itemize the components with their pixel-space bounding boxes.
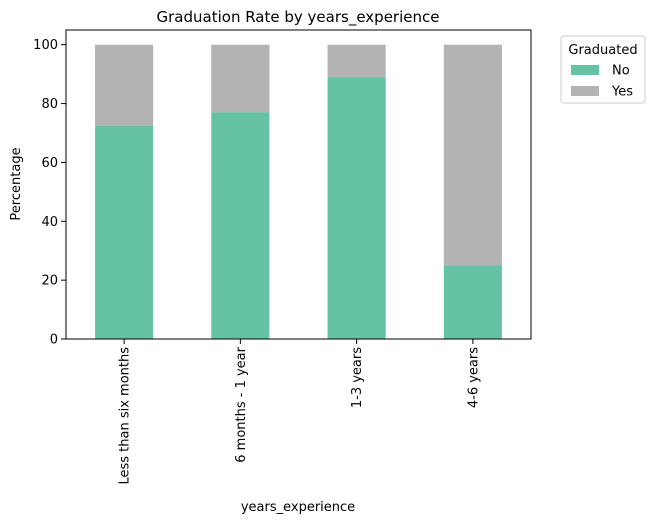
x-axis-label: years_experience (241, 500, 355, 515)
legend-title: Graduated (568, 43, 637, 58)
bar-layer (95, 44, 502, 340)
legend-label-yes: Yes (611, 85, 633, 100)
x-tick-label-2: 1-3 years (350, 347, 365, 408)
legend-entries: No Yes (571, 64, 633, 100)
x-tick-label-0: Less than six months (118, 347, 133, 485)
chart-title: Graduation Rate by years_experience (157, 8, 440, 27)
y-tick-label-2: 40 (41, 215, 58, 230)
y-axis: 0 20 40 60 80 100 (33, 38, 66, 348)
legend-swatch-no (571, 65, 599, 75)
legend-swatch-yes (571, 86, 599, 96)
y-axis-label: Percentage (9, 147, 24, 220)
x-tick-label-1: 6 months - 1 year (234, 346, 249, 462)
y-tick-label-5: 100 (33, 38, 58, 53)
legend: Graduated No Yes (560, 35, 646, 104)
bar-no-0 (95, 125, 154, 340)
bar-yes-3 (443, 44, 502, 266)
bar-no-1 (211, 112, 270, 340)
legend-label-no: No (612, 64, 630, 79)
plot-frame (65, 29, 532, 340)
x-tick-label-3: 4-6 years (466, 347, 481, 408)
bar-no-3 (443, 265, 502, 339)
y-tick-label-4: 80 (41, 97, 58, 112)
bar-yes-1 (211, 44, 270, 113)
x-axis: Less than six months 6 months - 1 year 1-3… (118, 339, 481, 485)
y-tick-label-0: 0 (50, 333, 58, 348)
bar-yes-2 (327, 44, 386, 78)
bar-no-2 (327, 77, 386, 339)
bar-yes-0 (95, 44, 154, 126)
y-tick-label-3: 60 (41, 156, 58, 171)
y-tick-label-1: 20 (41, 274, 58, 289)
